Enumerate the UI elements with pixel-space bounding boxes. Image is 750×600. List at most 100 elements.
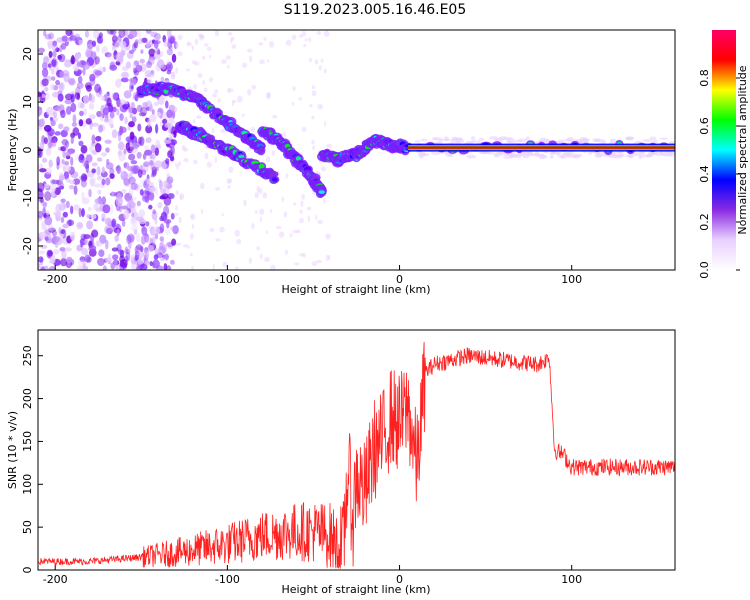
heatmap-cell: [87, 206, 92, 212]
heatmap-cell: [148, 57, 155, 65]
heatmap-cell: [293, 262, 300, 266]
heatmap-cell: [48, 266, 57, 270]
heatmap-cell: [55, 210, 62, 218]
heatmap-cell: [262, 192, 268, 199]
bottom-y-tick-label: 150: [21, 431, 34, 452]
heatmap-cell: [76, 265, 85, 270]
heatmap-cell: [166, 109, 173, 119]
heatmap-cell: [50, 68, 55, 76]
heatmap-cell: [269, 171, 276, 177]
heatmap-cell: [108, 105, 114, 113]
heatmap-cell: [61, 250, 67, 260]
heatmap-cell: [638, 154, 643, 160]
heatmap-cell: [314, 59, 319, 65]
heatmap-cell: [38, 210, 44, 219]
heatmap-cell: [72, 178, 81, 185]
heatmap-cell: [125, 251, 131, 262]
heatmap-cell: [125, 197, 134, 203]
heatmap-cell: [156, 112, 161, 117]
heatmap-cell: [516, 153, 524, 157]
heatmap-cell: [161, 160, 167, 170]
heatmap-cell: [44, 229, 52, 235]
heatmap-cell: [167, 192, 175, 200]
heatmap-cell: [134, 250, 140, 260]
heatmap-cell: [149, 159, 154, 166]
colorbar-tick-label: 0.2: [698, 213, 711, 231]
heatmap-cell: [44, 215, 53, 226]
heatmap-cell: [200, 208, 204, 214]
heatmap-cell: [448, 154, 453, 158]
heatmap-cell: [120, 171, 125, 177]
heatmap-cell: [298, 34, 303, 38]
heatmap-cell: [81, 191, 85, 200]
heatmap-cell: [58, 123, 64, 130]
heatmap-cell: [303, 43, 307, 48]
heatmap-cell: [107, 53, 115, 61]
heatmap-cell: [222, 261, 228, 268]
heatmap-cell: [197, 72, 203, 79]
heatmap-cell: [318, 190, 325, 194]
heatmap-cell: [55, 79, 60, 86]
heatmap-cell: [38, 262, 41, 269]
heatmap-cell: [89, 178, 95, 187]
heatmap-cell: [478, 137, 485, 141]
heatmap-cell: [93, 183, 102, 188]
heatmap-cell: [77, 132, 82, 140]
heatmap-cell: [137, 38, 144, 45]
heatmap-cell: [323, 197, 326, 204]
heatmap-cell: [98, 124, 103, 133]
heatmap-cell: [64, 161, 70, 166]
heatmap-cell: [128, 146, 135, 151]
heatmap-cell: [130, 165, 138, 175]
heatmap-cell: [68, 219, 72, 227]
heatmap-cell: [243, 199, 247, 207]
heatmap-cell: [164, 253, 169, 261]
top-x-ticks: -200 -100 0 100: [43, 265, 582, 286]
heatmap-cell: [175, 190, 179, 196]
heatmap-cell: [256, 246, 260, 251]
heatmap-cell: [174, 212, 179, 217]
heatmap-cell: [119, 102, 123, 112]
heatmap-cell: [146, 136, 152, 144]
heatmap-cell: [94, 83, 101, 93]
heatmap-cell: [129, 113, 133, 119]
heatmap-cell: [653, 140, 659, 143]
heatmap-cell: [272, 114, 278, 119]
heatmap-cell: [508, 141, 515, 144]
heatmap-cell: [80, 241, 84, 248]
heatmap-cell: [105, 162, 114, 170]
heatmap-cell: [167, 150, 173, 158]
heatmap-cell: [85, 84, 92, 92]
heatmap-cell: [57, 104, 65, 111]
heatmap-cell: [80, 179, 87, 188]
heatmap-cell: [95, 44, 100, 53]
heatmap-cell: [61, 42, 67, 50]
heatmap-cell: [125, 248, 131, 255]
heatmap-cell: [140, 106, 148, 117]
heatmap-cell: [91, 168, 96, 174]
heatmap-cell: [183, 157, 189, 163]
heatmap-cell: [124, 246, 129, 255]
heatmap-cell: [171, 106, 178, 113]
heatmap-cell: [41, 61, 48, 70]
heatmap-cell: [227, 87, 231, 94]
heatmap-cell: [150, 173, 155, 178]
heatmap-cell: [144, 149, 153, 156]
heatmap-cell: [73, 33, 80, 39]
heatmap-cell: [198, 34, 205, 41]
heatmap-cell: [149, 104, 153, 112]
heatmap-cell: [189, 253, 193, 257]
heatmap-cell: [70, 171, 79, 179]
heatmap-cell: [153, 254, 159, 260]
heatmap-cell: [160, 211, 168, 222]
heatmap-cell: [182, 147, 189, 152]
heatmap-cell: [88, 114, 96, 120]
heatmap-cell: [129, 30, 138, 38]
heatmap-cell: [72, 114, 77, 124]
heatmap-cell: [146, 178, 150, 186]
heatmap-cell: [145, 30, 152, 34]
heatmap-cell: [284, 249, 289, 255]
heatmap-cell: [497, 137, 508, 140]
heatmap-cell: [121, 205, 129, 210]
heatmap-cell: [58, 226, 62, 234]
